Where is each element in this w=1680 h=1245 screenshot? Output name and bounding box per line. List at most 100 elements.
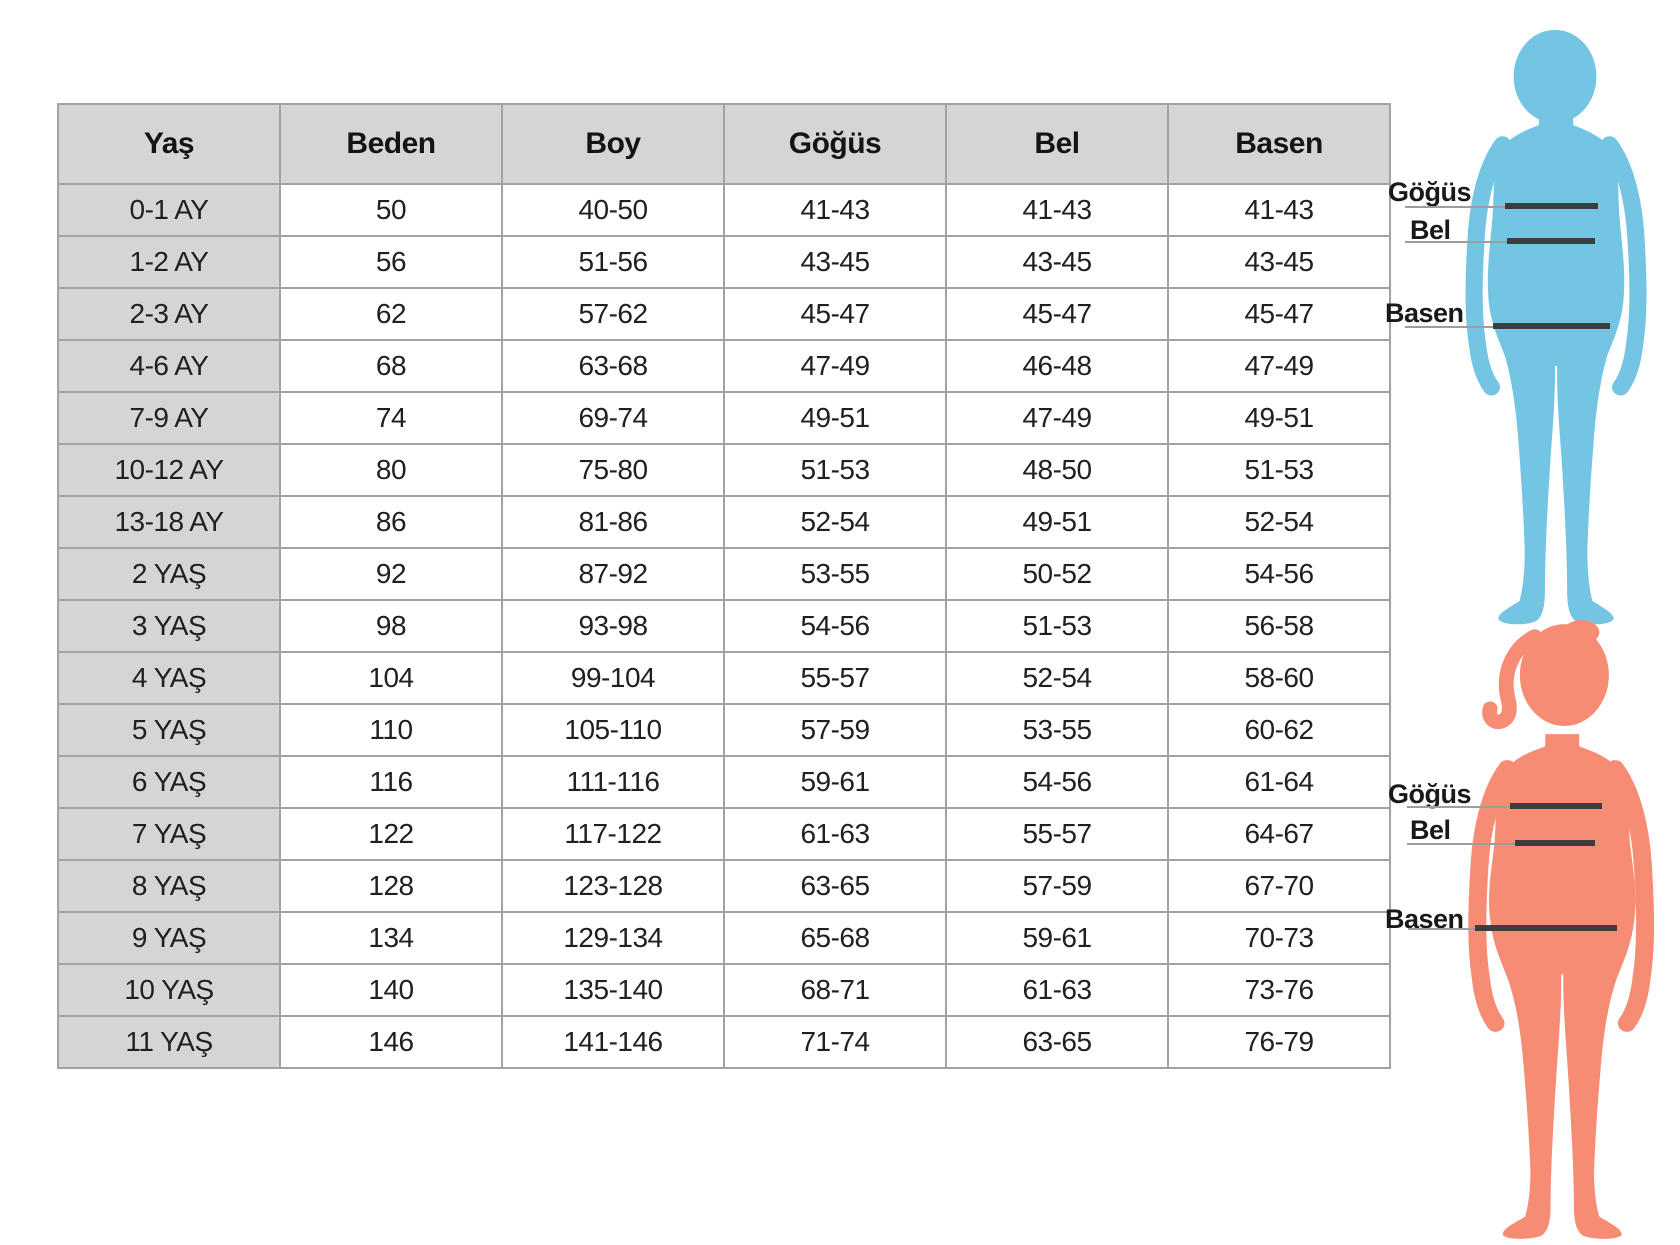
data-cell: 110 — [279, 703, 503, 757]
table-head: Yaş Beden Boy Göğüs Bel Basen — [57, 103, 1391, 185]
data-cell: 63-65 — [945, 1015, 1169, 1069]
data-cell: 73-76 — [1167, 963, 1391, 1017]
data-cell: 41-43 — [723, 183, 947, 237]
boy-body — [1487, 111, 1625, 625]
girl-figure-illustration — [1468, 620, 1655, 1239]
data-cell: 56-58 — [1167, 599, 1391, 653]
boy-chest-label: Göğüs — [1388, 177, 1472, 207]
row-header-cell: 7-9 AY — [57, 391, 281, 445]
data-cell: 122 — [279, 807, 503, 861]
table-row: 6 YAŞ 116 111-116 59-61 54-56 61-64 — [57, 755, 1391, 809]
boy-waist-guide-line — [1405, 241, 1595, 243]
data-cell: 135-140 — [501, 963, 725, 1017]
data-cell: 63-65 — [723, 859, 947, 913]
size-table: Yaş Beden Boy Göğüs Bel Basen 0-1 AY 50 40-50 41… — [57, 103, 1391, 1069]
table-row: 10 YAŞ 140 135-140 68-71 61-63 73-76 — [57, 963, 1391, 1017]
data-cell: 59-61 — [945, 911, 1169, 965]
data-cell: 68-71 — [723, 963, 947, 1017]
data-cell: 45-47 — [723, 287, 947, 341]
boy-chest-guide-line — [1405, 206, 1598, 208]
row-header-cell: 3 YAŞ — [57, 599, 281, 653]
row-header-cell: 13-18 AY — [57, 495, 281, 549]
boy-chest-measure-line — [1505, 203, 1598, 209]
data-cell: 43-45 — [945, 235, 1169, 289]
row-header-cell: 1-2 AY — [57, 235, 281, 289]
data-cell: 43-45 — [1167, 235, 1391, 289]
data-cell: 47-49 — [945, 391, 1169, 445]
data-cell: 93-98 — [501, 599, 725, 653]
data-cell: 54-56 — [945, 755, 1169, 809]
boy-waist-measure-line — [1507, 238, 1595, 244]
data-cell: 62 — [279, 287, 503, 341]
table-row: 7 YAŞ 122 117-122 61-63 55-57 64-67 — [57, 807, 1391, 861]
data-cell: 41-43 — [1167, 183, 1391, 237]
data-cell: 141-146 — [501, 1015, 725, 1069]
row-header-cell: 4 YAŞ — [57, 651, 281, 705]
data-cell: 80 — [279, 443, 503, 497]
data-cell: 53-55 — [723, 547, 947, 601]
boy-hip-measure-line — [1493, 323, 1610, 329]
data-cell: 45-47 — [945, 287, 1169, 341]
boy-waist-label: Bel — [1410, 215, 1451, 245]
data-cell: 98 — [279, 599, 503, 653]
data-cell: 123-128 — [501, 859, 725, 913]
data-cell: 63-68 — [501, 339, 725, 393]
data-cell: 57-59 — [945, 859, 1169, 913]
boy-right-arm — [1600, 136, 1647, 396]
table-row: 7-9 AY 74 69-74 49-51 47-49 49-51 — [57, 391, 1391, 445]
data-cell: 57-62 — [501, 287, 725, 341]
data-cell: 69-74 — [501, 391, 725, 445]
data-cell: 81-86 — [501, 495, 725, 549]
table-row: 11 YAŞ 146 141-146 71-74 63-65 76-79 — [57, 1015, 1391, 1069]
data-cell: 40-50 — [501, 183, 725, 237]
data-cell: 71-74 — [723, 1015, 947, 1069]
data-cell: 61-63 — [945, 963, 1169, 1017]
column-header: Basen — [1167, 103, 1391, 185]
table-row: 13-18 AY 86 81-86 52-54 49-51 52-54 — [57, 495, 1391, 549]
data-cell: 67-70 — [1167, 859, 1391, 913]
row-header-cell: 4-6 AY — [57, 339, 281, 393]
row-header-cell: 5 YAŞ — [57, 703, 281, 757]
row-header-cell: 7 YAŞ — [57, 807, 281, 861]
girl-waist-measure-line — [1515, 840, 1595, 846]
data-cell: 49-51 — [945, 495, 1169, 549]
data-cell: 76-79 — [1167, 1015, 1391, 1069]
boy-head — [1513, 29, 1597, 124]
girl-left-arm — [1468, 760, 1517, 1032]
data-cell: 60-62 — [1167, 703, 1391, 757]
table-row: 0-1 AY 50 40-50 41-43 41-43 41-43 — [57, 183, 1391, 237]
girl-ponytail — [1482, 629, 1543, 730]
row-header-cell: 6 YAŞ — [57, 755, 281, 809]
data-cell: 59-61 — [723, 755, 947, 809]
table-row: 3 YAŞ 98 93-98 54-56 51-53 56-58 — [57, 599, 1391, 653]
data-cell: 75-80 — [501, 443, 725, 497]
data-cell: 52-54 — [723, 495, 947, 549]
column-header: Boy — [501, 103, 725, 185]
data-cell: 129-134 — [501, 911, 725, 965]
girl-head — [1519, 624, 1609, 726]
data-cell: 105-110 — [501, 703, 725, 757]
data-cell: 56 — [279, 235, 503, 289]
girl-hair-bun — [1563, 620, 1600, 645]
data-cell: 49-51 — [723, 391, 947, 445]
row-header-cell: 10 YAŞ — [57, 963, 281, 1017]
row-header-cell: 9 YAŞ — [57, 911, 281, 965]
data-cell: 128 — [279, 859, 503, 913]
girl-right-arm — [1606, 760, 1655, 1032]
data-cell: 49-51 — [1167, 391, 1391, 445]
row-header-cell: 2 YAŞ — [57, 547, 281, 601]
data-cell: 64-67 — [1167, 807, 1391, 861]
data-cell: 70-73 — [1167, 911, 1391, 965]
row-header-cell: 10-12 AY — [57, 443, 281, 497]
table-row: 2-3 AY 62 57-62 45-47 45-47 45-47 — [57, 287, 1391, 341]
girl-hip-label: Basen — [1385, 904, 1464, 934]
girl-hip-measure-line — [1475, 925, 1617, 931]
column-header: Bel — [945, 103, 1169, 185]
girl-chest-guide-line — [1407, 806, 1602, 808]
row-header-cell: 8 YAŞ — [57, 859, 281, 913]
boy-left-arm — [1465, 136, 1512, 396]
girl-chest-measure-line — [1510, 803, 1602, 809]
data-cell: 55-57 — [945, 807, 1169, 861]
data-cell: 116 — [279, 755, 503, 809]
